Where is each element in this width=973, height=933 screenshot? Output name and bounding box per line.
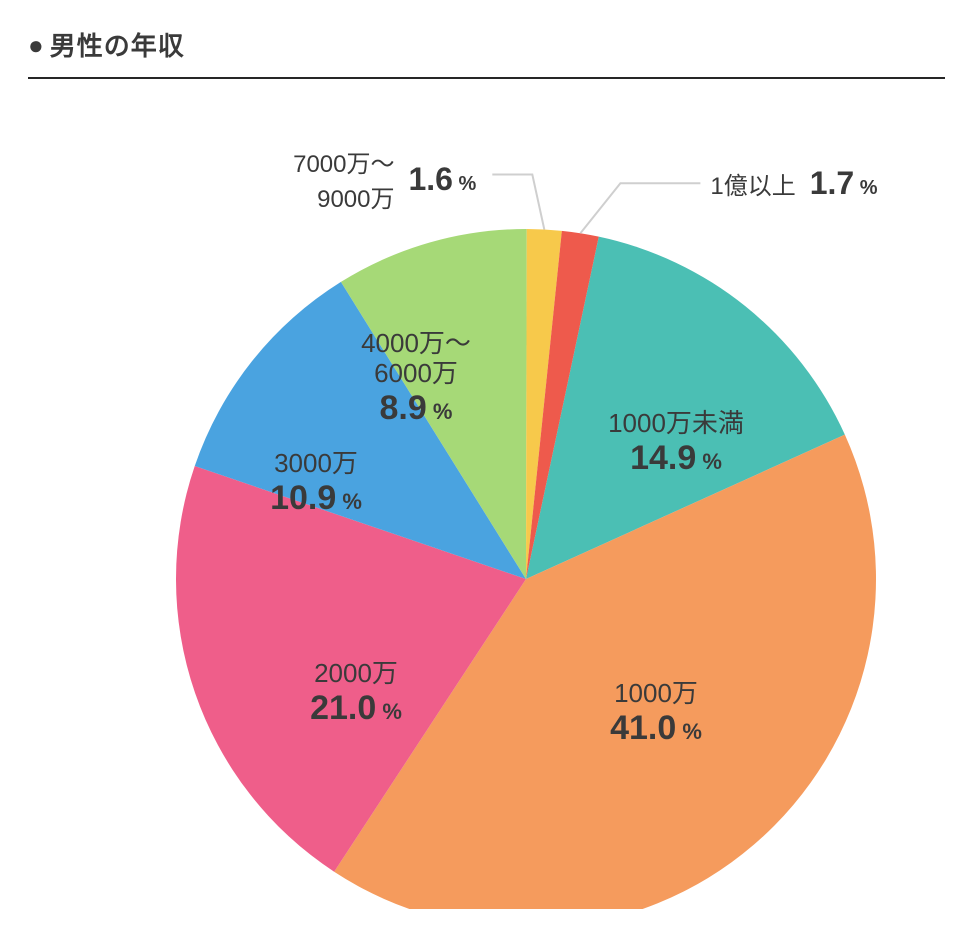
page-root: ● 男性の年収 1000万未満14.9 % 1000万41.0 % 2000万21.…	[0, 0, 973, 933]
slice-value: 1.7 %	[810, 181, 878, 198]
slice-name: 1億以上	[710, 173, 795, 200]
slice-name-line: 2000万	[276, 659, 436, 689]
slice-value: 41.0 %	[576, 709, 736, 748]
slice-value: 14.9 %	[596, 439, 756, 478]
slice-label-man1000: 1000万41.0 %	[576, 679, 736, 748]
slice-label-lt1000: 1000万未満14.9 %	[596, 409, 756, 478]
title-bullet-icon: ●	[28, 32, 44, 58]
slice-name-line: 3000万	[236, 449, 396, 479]
slice-name-line: 4000万～	[336, 329, 496, 359]
slice-label-oku1: 1億以上 1.7 %	[710, 165, 877, 202]
leader-line	[580, 183, 700, 233]
slice-value: 8.9 %	[336, 389, 496, 428]
slice-label-man4_6k: 4000万～6000万8.9 %	[336, 329, 496, 428]
slice-label-man2000: 2000万21.0 %	[276, 659, 436, 728]
title-row: ● 男性の年収	[28, 26, 945, 79]
slice-value: 1.6 %	[408, 161, 476, 198]
slice-label-man7_9k: 7000万～9000万 1.6 %	[224, 144, 476, 214]
slice-label-man3000: 3000万10.9 %	[236, 449, 396, 518]
slice-value: 10.9 %	[236, 479, 396, 518]
chart-title: 男性の年収	[50, 26, 185, 63]
slice-name-line: 1000万未満	[596, 409, 756, 439]
slice-name-line: 1000万	[576, 679, 736, 709]
slice-name-line: 6000万	[336, 359, 496, 389]
pie-svg	[28, 79, 973, 909]
slice-value: 21.0 %	[276, 689, 436, 728]
leader-line	[492, 174, 544, 229]
slice-name: 7000万～9000万	[293, 144, 394, 214]
pie-chart: 1000万未満14.9 % 1000万41.0 % 2000万21.0 % 3000万…	[28, 79, 945, 909]
